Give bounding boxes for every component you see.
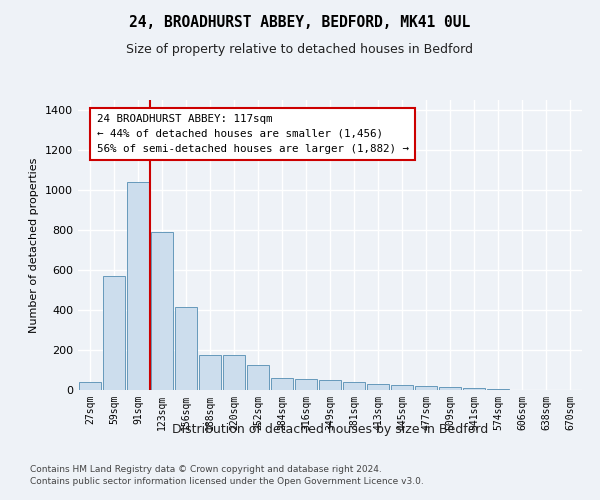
Bar bbox=[295, 379, 317, 390]
Text: Size of property relative to detached houses in Bedford: Size of property relative to detached ho… bbox=[127, 42, 473, 56]
Bar bbox=[367, 384, 389, 390]
Y-axis label: Number of detached properties: Number of detached properties bbox=[29, 158, 40, 332]
Bar bbox=[439, 387, 461, 390]
Bar bbox=[247, 365, 269, 390]
Bar bbox=[79, 382, 101, 390]
Bar bbox=[271, 378, 293, 390]
Bar bbox=[415, 386, 437, 390]
Bar bbox=[223, 355, 245, 390]
Text: Contains HM Land Registry data © Crown copyright and database right 2024.: Contains HM Land Registry data © Crown c… bbox=[30, 465, 382, 474]
Bar bbox=[391, 385, 413, 390]
Bar bbox=[343, 382, 365, 390]
Text: 24, BROADHURST ABBEY, BEDFORD, MK41 0UL: 24, BROADHURST ABBEY, BEDFORD, MK41 0UL bbox=[130, 15, 470, 30]
Text: Contains public sector information licensed under the Open Government Licence v3: Contains public sector information licen… bbox=[30, 478, 424, 486]
Text: 24 BROADHURST ABBEY: 117sqm
← 44% of detached houses are smaller (1,456)
56% of : 24 BROADHURST ABBEY: 117sqm ← 44% of det… bbox=[97, 114, 409, 154]
Bar bbox=[463, 388, 485, 390]
Bar bbox=[103, 276, 125, 390]
Bar bbox=[175, 307, 197, 390]
Text: Distribution of detached houses by size in Bedford: Distribution of detached houses by size … bbox=[172, 422, 488, 436]
Bar bbox=[127, 182, 149, 390]
Bar bbox=[151, 232, 173, 390]
Bar bbox=[319, 380, 341, 390]
Bar bbox=[487, 389, 509, 390]
Bar bbox=[199, 355, 221, 390]
